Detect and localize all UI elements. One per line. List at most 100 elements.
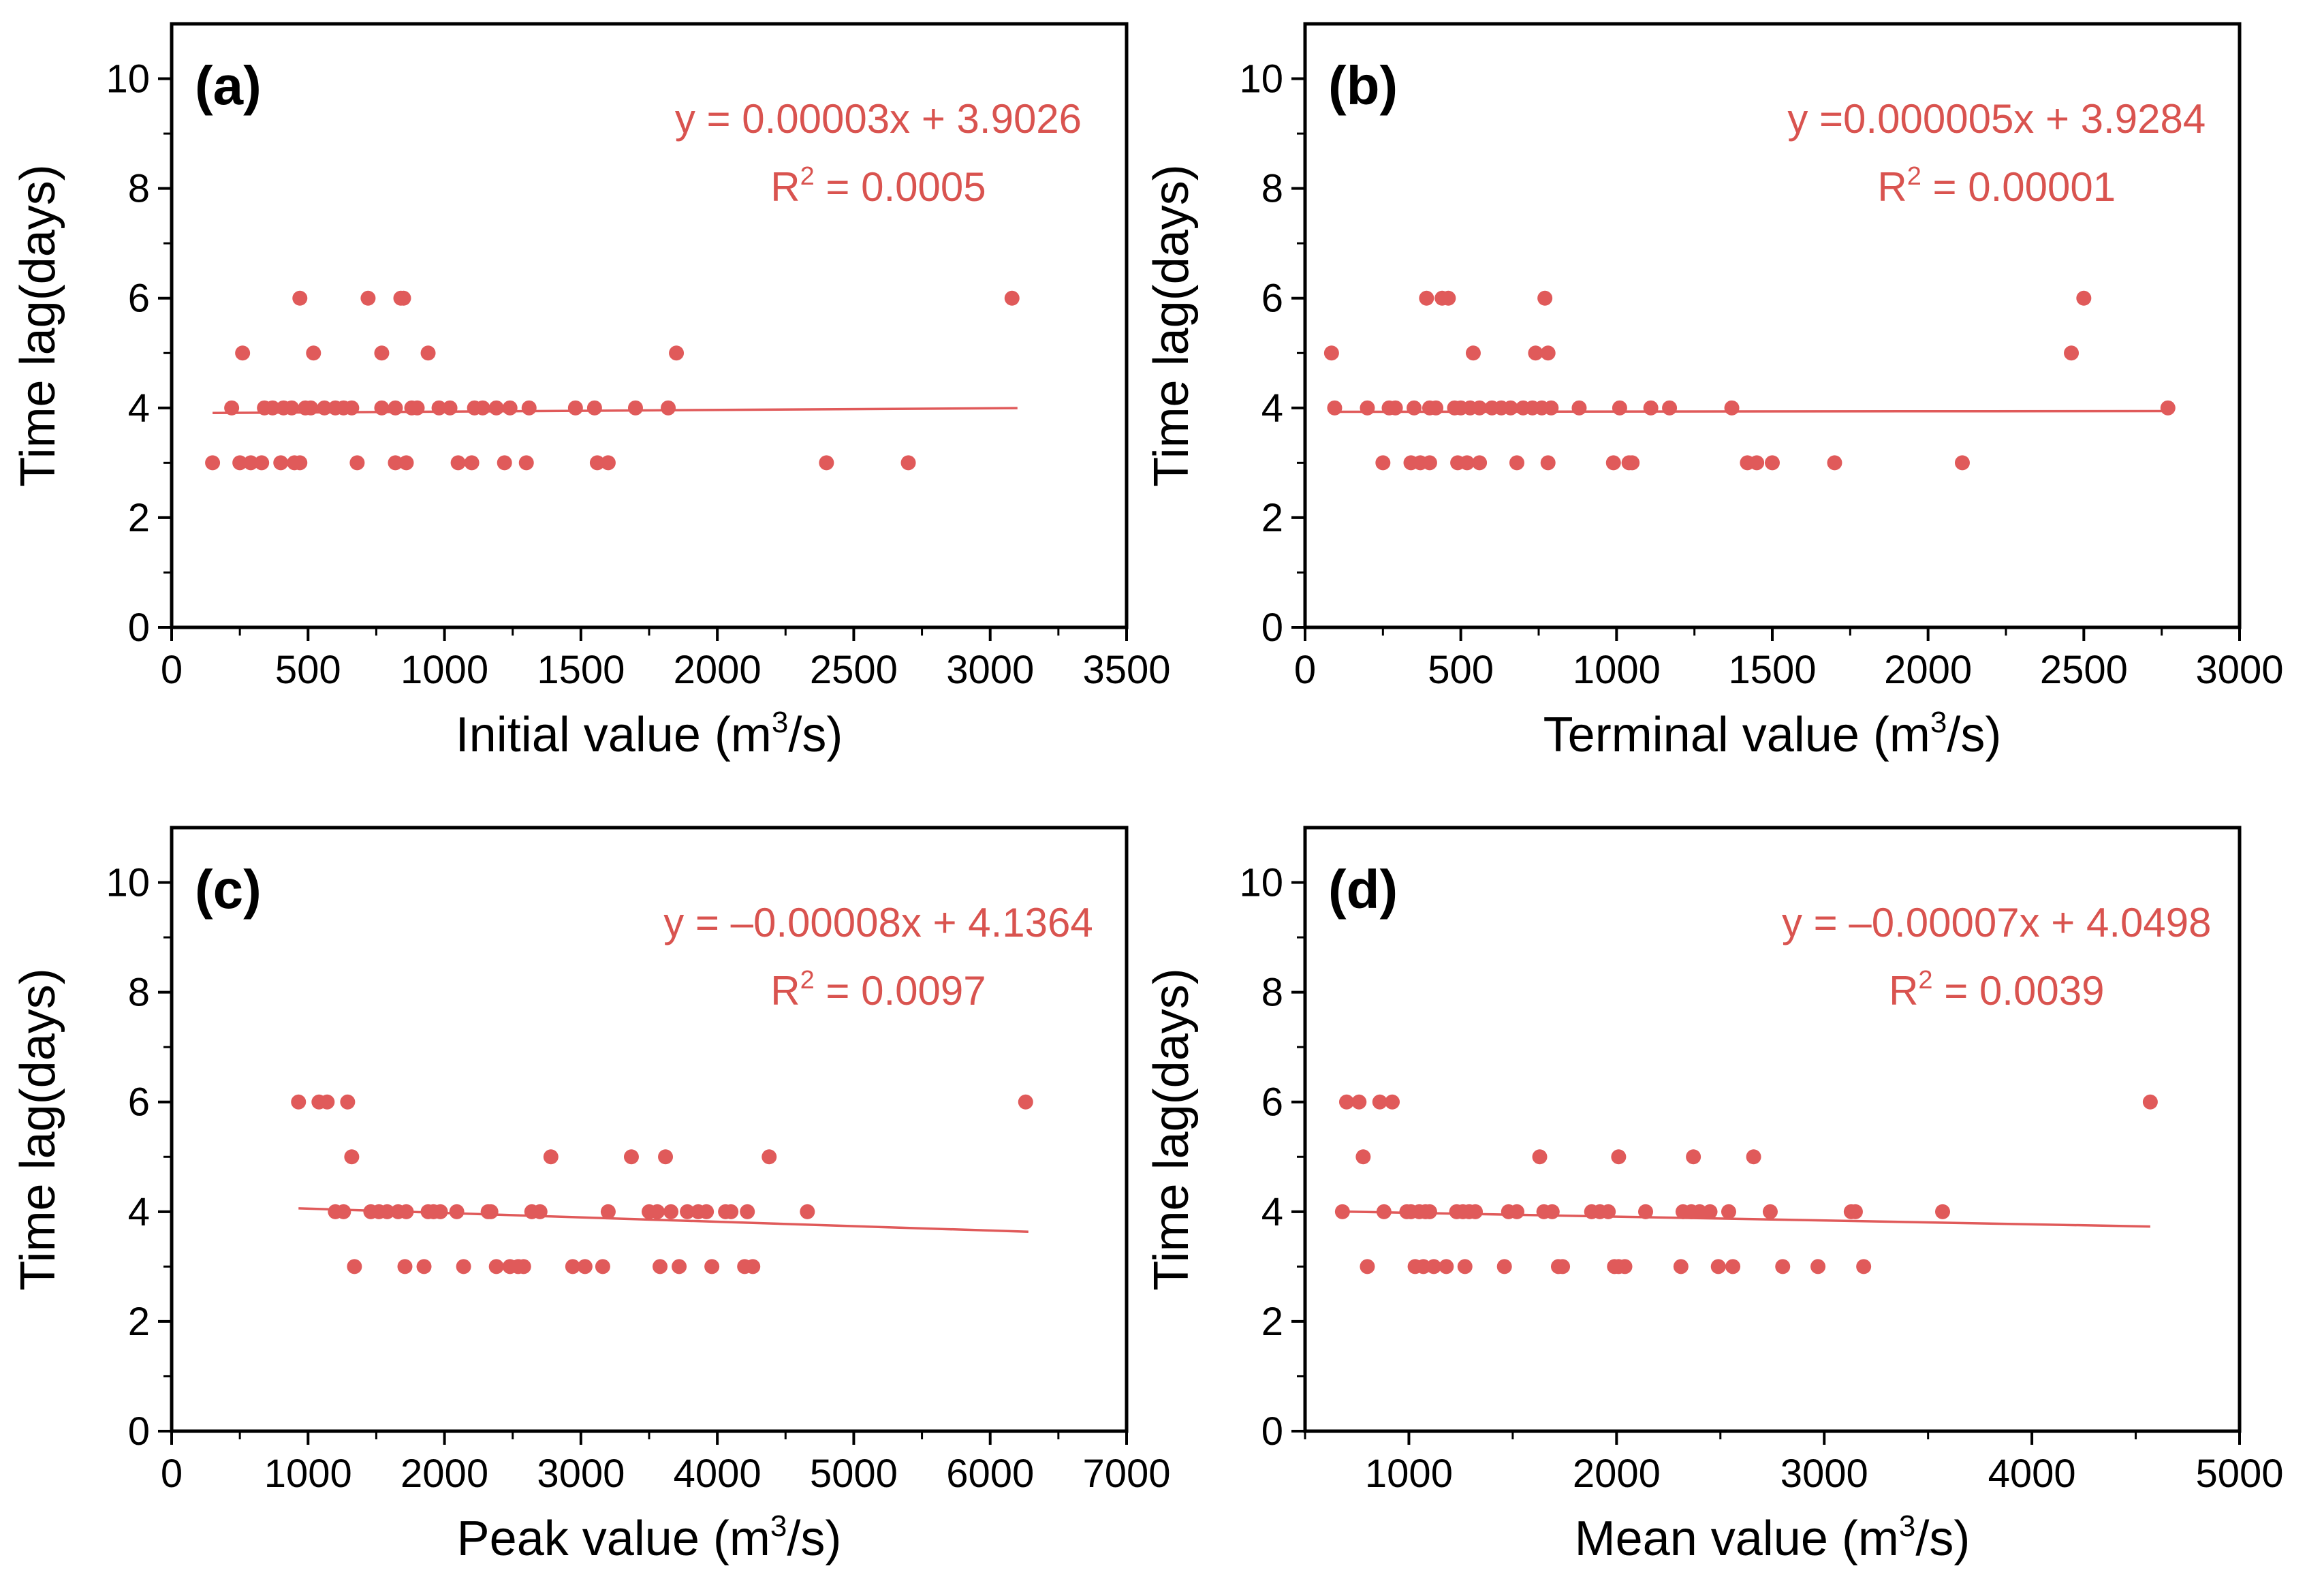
data-point [1415,1259,1431,1274]
data-point [292,290,308,306]
data-point [379,1204,395,1219]
x-tick-label: 0 [161,1452,183,1496]
data-point [1323,345,1339,361]
data-point [653,1259,668,1274]
x-tick-label: 3000 [2195,648,2283,692]
data-point [344,1149,360,1165]
y-tick-label: 8 [128,167,150,211]
data-point [1334,1204,1350,1219]
chart-panel-4: 1000 2000 3000 4000 5000 0 2 4 6 8 10 Mean value (m… [1144,826,2284,1566]
data-point [1327,400,1343,416]
data-point [450,455,466,471]
x-tick-label: 4000 [674,1452,762,1496]
data-point [627,400,643,416]
x-tick-label: 2000 [674,648,762,692]
data-point [1662,400,1678,416]
data-point [680,1204,695,1219]
y-tick-label: 4 [128,386,150,431]
data-point [1004,290,1020,306]
data-point [409,400,425,416]
data-point [2064,345,2080,361]
panel-label: (c) [195,859,262,920]
y-tick-label: 0 [128,606,150,650]
data-point [398,455,414,471]
data-point [521,400,537,416]
x-axis-title: Terminal value (m3/s) [1543,706,2002,762]
data-point [1532,1149,1548,1165]
y-tick-label: 8 [128,971,150,1015]
data-point [1407,400,1422,416]
data-point [1544,1204,1560,1219]
x-tick-label: 3000 [946,648,1034,692]
data-point [1422,1204,1437,1219]
data-point [497,455,512,471]
data-point [416,1259,432,1274]
data-point [224,400,240,416]
data-point [1847,1204,1863,1219]
data-point [1765,455,1780,471]
y-tick-label: 0 [1261,606,1283,650]
data-point [349,455,365,471]
data-point [456,1259,471,1274]
data-point [600,1204,616,1219]
y-tick-label: 2 [1261,496,1283,540]
data-point [1827,455,1842,471]
data-point [292,455,308,471]
data-point [600,455,616,471]
y-tick-label: 10 [1239,57,1283,101]
data-point [1643,400,1659,416]
data-point [2142,1094,2158,1110]
x-tick-label: 1000 [401,648,488,692]
data-point [658,1149,674,1165]
data-point [1692,1204,1708,1219]
data-point [663,1204,679,1219]
data-point [1810,1259,1826,1274]
data-point [291,1094,307,1110]
x-tick-label: 0 [1294,648,1316,692]
data-point [567,400,583,416]
y-tick-label: 6 [128,277,150,321]
x-tick-label: 5000 [2195,1452,2283,1496]
data-point [1528,345,1543,361]
data-point [1351,1094,1367,1110]
data-point [723,1204,739,1219]
data-point [1422,455,1437,471]
data-point [1571,400,1587,416]
y-tick-label: 2 [1261,1300,1283,1344]
data-point [1605,455,1621,471]
x-tick-label: 2000 [401,1452,488,1496]
chart-panel-2: 0 500 1000 1500 2000 2500 3000 0 2 4 6 8 10 Terminal … [1144,22,2284,762]
x-axis-title: Initial value (m3/s) [456,706,843,762]
x-tick-label: 1000 [1573,648,1661,692]
data-point [1509,455,1524,471]
data-point [1612,400,1627,416]
data-point [762,1149,777,1165]
data-point [1710,1259,1726,1274]
y-tick-label: 8 [1261,971,1283,1015]
y-tick-label: 10 [1239,861,1283,905]
x-axis-title: Peak value (m3/s) [457,1509,842,1566]
data-point [1385,1094,1400,1110]
data-point [1419,290,1434,306]
data-point [254,455,270,471]
y-tick-label: 6 [128,1080,150,1125]
data-point [1387,400,1403,416]
chart-panel-1: 0 500 1000 1500 2000 2500 3000 3500 0 2 4 6 8 10 Initi… [11,22,1171,762]
data-point [1496,1259,1512,1274]
data-point [1625,455,1640,471]
data-point [483,1204,499,1219]
data-point [464,455,480,471]
data-point [205,455,221,471]
data-point [2076,290,2092,306]
data-point [1426,1259,1442,1274]
data-point [433,1204,448,1219]
data-point [800,1204,815,1219]
x-tick-label: 500 [275,648,341,692]
y-tick-label: 8 [1261,167,1283,211]
data-point [577,1259,593,1274]
x-tick-label: 1500 [1728,648,1816,692]
data-point [1702,1204,1718,1219]
data-point [589,455,605,471]
data-point [1746,1149,1761,1165]
